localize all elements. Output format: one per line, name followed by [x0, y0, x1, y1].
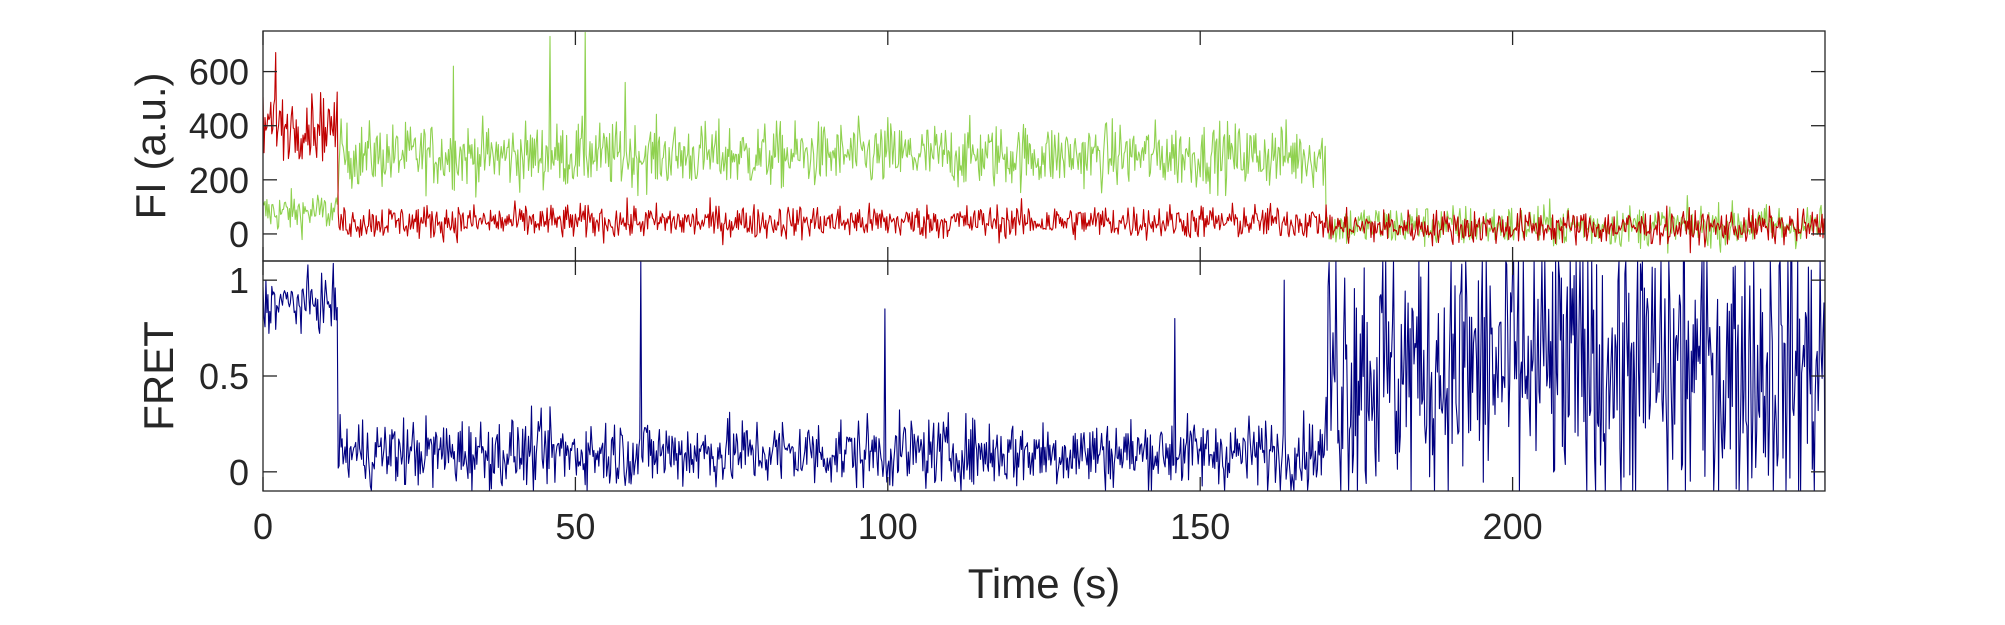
- time-x-tick-label: 0: [253, 506, 273, 547]
- fluorescence-y-tick-label: 0: [229, 214, 249, 255]
- fret-x-ticks: 0 50 100 150 200: [253, 261, 1543, 547]
- fret-series-line-0: [263, 261, 1825, 491]
- fluorescence-y-tick-label: 600: [189, 52, 249, 93]
- fluorescence-y-ticks: 0 200 400 600: [189, 52, 1825, 255]
- fret-y-ticks: 00.51: [199, 260, 1825, 493]
- fluorescence-y-tick-label: 400: [189, 106, 249, 147]
- fluorescence-y-tick-label: 200: [189, 160, 249, 201]
- fluorescence-series-line-1: [263, 52, 1825, 254]
- fret-y-tick-label: 0.5: [199, 356, 249, 397]
- time-x-tick-label: 150: [1170, 506, 1230, 547]
- fret-y-tick-label: 1: [229, 260, 249, 301]
- fluorescence-series-line-0: [263, 31, 1825, 254]
- fret-y-tick-label: 0: [229, 452, 249, 493]
- time-x-axis-label: Time (s): [968, 560, 1120, 607]
- fluorescence-traces: [263, 31, 1825, 254]
- fluorescence-panel: 0 200 400 600 FI (a.u.): [127, 30, 1826, 262]
- time-x-tick-label: 50: [555, 506, 595, 547]
- fret-traces: [263, 261, 1825, 491]
- fret-panel: 00.51 0 50 100 150 200 FRET Time (s): [135, 260, 1826, 607]
- time-x-tick-label: 200: [1483, 506, 1543, 547]
- time-x-tick-label: 100: [858, 506, 918, 547]
- fluorescence-x-ticks: [262, 31, 1514, 261]
- fret-y-axis-label: FRET: [135, 321, 182, 431]
- fluorescence-y-axis-label: FI (a.u.): [127, 72, 174, 219]
